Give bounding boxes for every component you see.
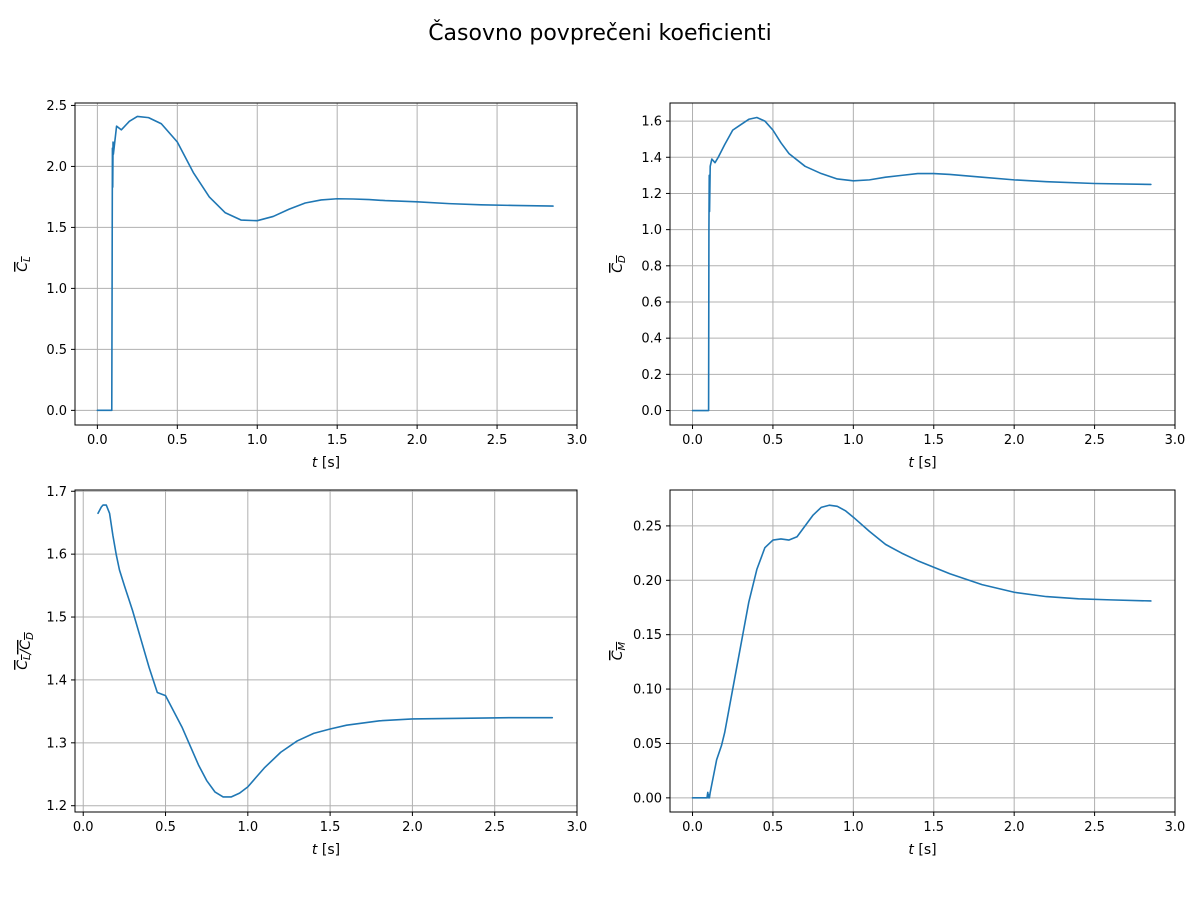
y-tick-label: 0.4 — [641, 332, 662, 347]
x-axis-label: t [s] — [312, 842, 340, 858]
x-axis-label: t [s] — [908, 455, 936, 471]
y-tick-label: 2.0 — [46, 160, 67, 175]
x-tick-label: 2.5 — [1084, 433, 1105, 448]
figure-title: Časovno povprečeni koeficienti — [428, 20, 772, 46]
y-axis-label: CL/CD — [15, 632, 36, 670]
x-tick-label: 0.0 — [682, 820, 703, 835]
y-axis-label: CL — [15, 256, 33, 271]
y-axis-label: CD — [610, 255, 628, 273]
y-tick-label: 1.4 — [46, 673, 67, 688]
subplot-cl: 0.0 0.5 1.0 1.5 2.0 2.5 3.0 0.0 0.5 1.0 1.5 2.0 2.5 t… — [15, 99, 587, 471]
y-tick-label: 0.0 — [641, 404, 662, 419]
series-line-cd — [691, 116, 1152, 412]
y-tick-label: 1.6 — [46, 548, 67, 563]
x-tick-label: 3.0 — [1165, 820, 1186, 835]
x-tick-label: 0.5 — [763, 820, 784, 835]
x-tick-label: 2.5 — [487, 433, 508, 448]
y-tick-label: 0.8 — [641, 259, 662, 274]
x-tick-label: 2.0 — [402, 820, 423, 835]
y-tick-label: 0.10 — [633, 683, 662, 698]
axes-frame — [74, 102, 578, 426]
y-tick-label: 0.25 — [633, 519, 662, 534]
x-tick-label: 0.5 — [155, 820, 176, 835]
x-tick-label: 2.5 — [1084, 820, 1105, 835]
x-tick-label: 2.0 — [407, 433, 428, 448]
y-tick-label: 0.20 — [633, 574, 662, 589]
axes-frame — [74, 489, 578, 813]
axes-frame — [669, 102, 1176, 426]
x-axis-label: t [s] — [908, 842, 936, 858]
y-tick-label: 0.0 — [46, 404, 67, 419]
x-tick-label: 2.0 — [1004, 433, 1025, 448]
x-tick-label: 0.0 — [682, 433, 703, 448]
x-tick-label: 1.0 — [247, 433, 268, 448]
x-tick-label: 1.5 — [923, 433, 944, 448]
y-tick-label: 1.7 — [46, 485, 67, 500]
x-axis-label: t [s] — [312, 455, 340, 471]
x-tick-label: 3.0 — [1165, 433, 1186, 448]
y-axis-label: CM — [610, 641, 628, 660]
y-tick-label: 1.5 — [46, 611, 67, 626]
subplot-grid: 0.0 0.5 1.0 1.5 2.0 2.5 3.0 0.0 0.5 1.0 1.5 2.0 2.5 t… — [15, 99, 1185, 858]
subplot-cd: 0.0 0.5 1.0 1.5 2.0 2.5 3.0 0.0 0.2 0.4 0.6 0.8 1.0 1… — [610, 102, 1186, 471]
x-tick-label: 3.0 — [567, 433, 588, 448]
y-tick-label: 0.2 — [641, 368, 662, 383]
x-tick-label: 0.0 — [73, 820, 94, 835]
x-tick-label: 1.0 — [237, 820, 258, 835]
y-tick-label: 0.05 — [633, 737, 662, 752]
x-tick-label: 1.5 — [923, 820, 944, 835]
y-tick-label: 1.6 — [641, 115, 662, 130]
series-line-cm — [691, 504, 1152, 799]
y-tick-label: 2.5 — [46, 99, 67, 114]
axes-frame — [669, 489, 1176, 813]
x-tick-label: 1.5 — [320, 820, 341, 835]
x-tick-label: 1.0 — [843, 820, 864, 835]
x-tick-label: 2.5 — [484, 820, 505, 835]
x-tick-label: 1.5 — [327, 433, 348, 448]
x-tick-label: 3.0 — [567, 820, 588, 835]
y-tick-label: 1.5 — [46, 221, 67, 236]
y-tick-label: 0.00 — [633, 791, 662, 806]
x-tick-label: 2.0 — [1004, 820, 1025, 835]
x-tick-label: 0.5 — [167, 433, 188, 448]
y-tick-label: 0.6 — [641, 295, 662, 310]
x-tick-label: 0.0 — [87, 433, 108, 448]
x-tick-label: 1.0 — [843, 433, 864, 448]
y-tick-label: 0.15 — [633, 628, 662, 643]
y-tick-label: 1.2 — [46, 799, 67, 814]
y-tick-label: 1.3 — [46, 736, 67, 751]
y-tick-label: 0.5 — [46, 343, 67, 358]
subplot-cm: 0.0 0.5 1.0 1.5 2.0 2.5 3.0 0.00 0.05 0.10 0.15 0.2… — [610, 489, 1186, 858]
x-tick-label: 0.5 — [763, 433, 784, 448]
series-line-cl — [96, 115, 554, 412]
y-tick-label: 1.2 — [641, 187, 662, 202]
y-tick-label: 1.0 — [641, 223, 662, 238]
y-tick-label: 1.0 — [46, 282, 67, 297]
series-line-cl-cd-ratio — [97, 504, 554, 798]
y-tick-label: 1.4 — [641, 151, 662, 166]
subplot-cl-cd-ratio: 0.0 0.5 1.0 1.5 2.0 2.5 3.0 1.2 1.3 1.4 1.5 1.6 1.7 t… — [15, 485, 587, 858]
